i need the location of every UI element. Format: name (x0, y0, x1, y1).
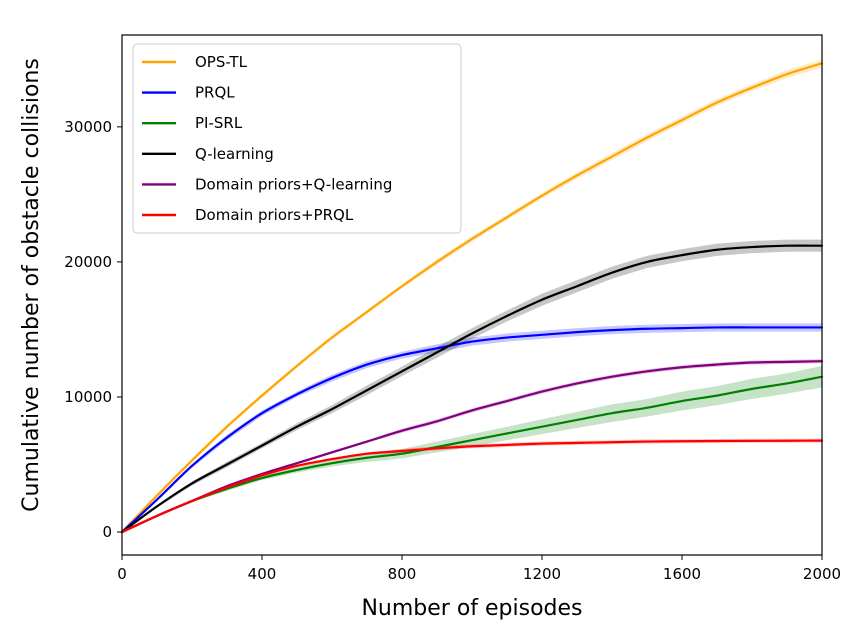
x-tick-label: 1600 (663, 565, 701, 583)
series-lines (120, 62, 824, 534)
legend: OPS-TL PRQL PI-SRL Q-learning Domain priors+… (132, 43, 462, 234)
band-pi-srl (122, 365, 822, 533)
y-tick-label: 20000 (64, 253, 112, 271)
y-tick-label: 0 (102, 523, 112, 541)
series-line-ops-tl (120, 62, 824, 534)
series-line-domain-priors-q-learning (120, 360, 824, 534)
legend-label-domain-priors-q-learning: Domain priors+Q-learning (195, 175, 392, 193)
legend-label-prql: PRQL (195, 84, 235, 102)
legend-label-q-learning: Q-learning (195, 145, 274, 163)
y-axis-label: Cumulative number of obstacle collisions (19, 58, 44, 512)
series-line-q-learning (120, 244, 824, 534)
series-line-domain-priors-prql (120, 439, 824, 534)
x-tick-label: 2000 (803, 565, 841, 583)
legend-label-ops-tl: OPS-TL (195, 53, 248, 71)
legend-label-domain-priors-prql: Domain priors+PRQL (195, 206, 354, 224)
y-tick-label: 30000 (64, 118, 112, 136)
x-axis-ticks: 0 400 800 1200 1600 2000 (117, 555, 841, 583)
y-tick-label: 10000 (64, 388, 112, 406)
x-tick-label: 400 (248, 565, 277, 583)
legend-box (132, 43, 462, 234)
x-tick-label: 0 (117, 565, 127, 583)
series-line-prql (120, 326, 824, 534)
x-tick-label: 800 (388, 565, 417, 583)
legend-label-pi-srl: PI-SRL (195, 114, 243, 132)
series-line-pi-srl (120, 375, 824, 534)
x-tick-label: 1200 (523, 565, 561, 583)
x-axis-label: Number of episodes (361, 596, 582, 621)
y-axis-ticks: 0 10000 20000 30000 (64, 118, 122, 541)
plot-frame (121, 34, 823, 556)
